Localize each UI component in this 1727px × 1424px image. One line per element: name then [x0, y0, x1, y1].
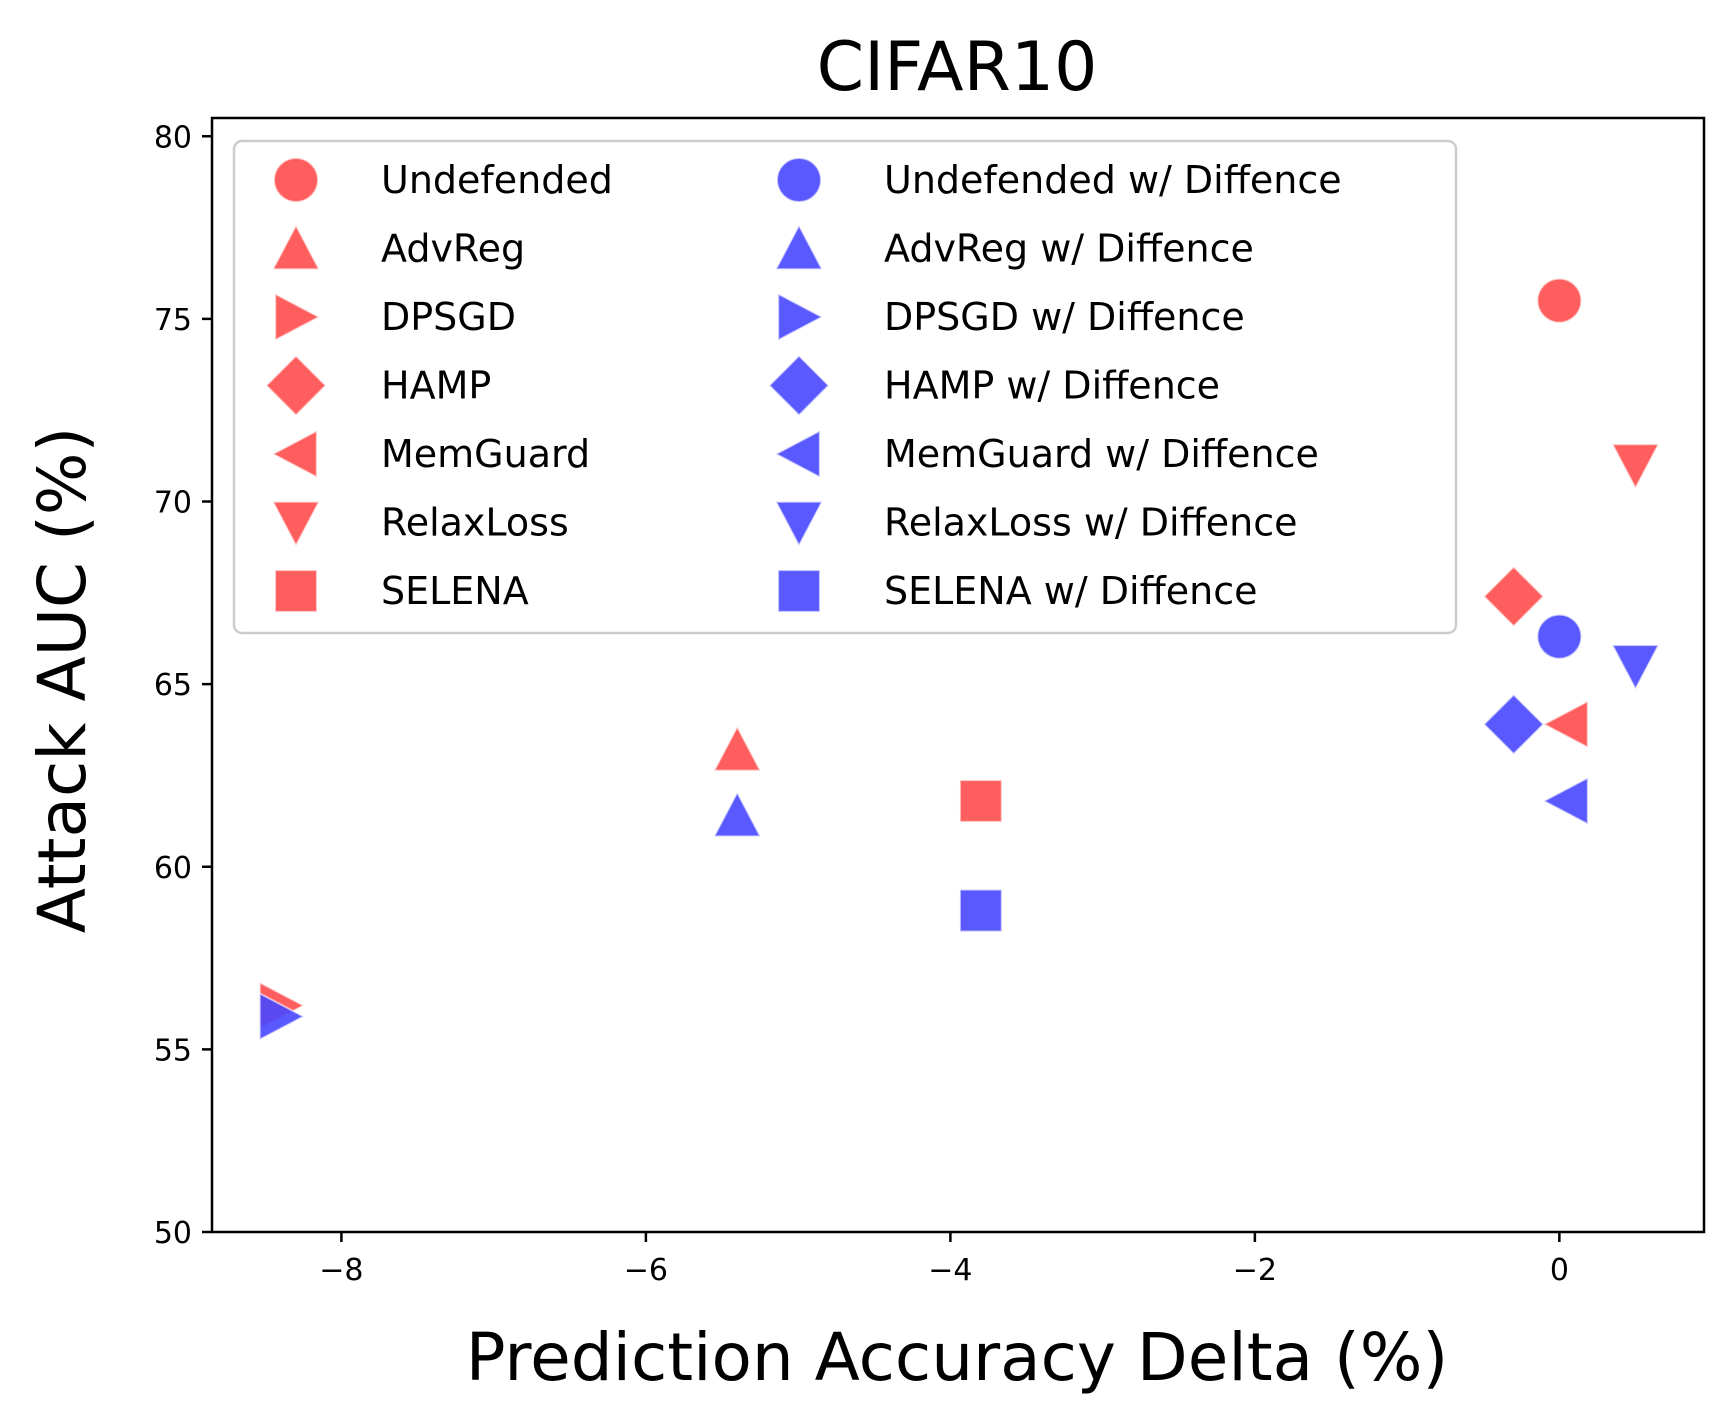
legend-label: RelaxLoss w/ Diffence: [884, 501, 1298, 545]
legend-label: DPSGD w/ Diffence: [884, 295, 1245, 339]
y-tick-label: 65: [154, 668, 192, 703]
data-point-relaxloss: [1610, 443, 1661, 491]
legend-marker: [264, 354, 328, 417]
legend-label: RelaxLoss: [381, 501, 569, 545]
data-point-hamp-w-diffence: [1482, 693, 1545, 756]
legend-label: MemGuard: [381, 432, 590, 476]
y-tick-label: 70: [154, 486, 192, 521]
legend-label: SELENA w/ Diffence: [884, 569, 1258, 613]
legend-label: Undefended w/ Diffence: [884, 158, 1342, 202]
legend-marker: [774, 500, 824, 548]
legend-label: DPSGD: [381, 295, 516, 339]
y-tick-label: 75: [154, 303, 192, 338]
x-tick-label: 0: [1550, 1253, 1569, 1288]
data-points-layer: [258, 277, 1661, 1042]
legend-marker: [271, 223, 321, 271]
x-axis-label: Prediction Accuracy Delta (%): [466, 1319, 1448, 1396]
x-tick-label: −2: [1233, 1253, 1277, 1288]
y-tick-label: 80: [154, 120, 192, 155]
data-point-memguard-w-diffence: [1541, 776, 1589, 826]
data-point-selena: [958, 779, 1003, 823]
data-point-hamp: [1482, 565, 1545, 628]
legend-marker: [777, 569, 821, 613]
legend-frame: [232, 139, 1458, 635]
data-point-undefended-w-diffence: [1536, 613, 1583, 660]
legend-label: AdvReg: [381, 227, 525, 271]
legend-label: HAMP: [381, 364, 491, 408]
y-axis-ticks: 50 55 60 65 70 75 80: [154, 120, 212, 1251]
legend: Undefended AdvReg DPSGD HAMP MemGuard RelaxLo…: [232, 139, 1458, 635]
y-tick-label: 60: [154, 851, 192, 886]
legend-label: AdvReg w/ Diffence: [884, 227, 1254, 271]
x-tick-label: −8: [319, 1253, 363, 1288]
legend-marker: [775, 157, 823, 203]
legend-label: Undefended: [381, 158, 613, 202]
x-tick-label: −6: [624, 1253, 668, 1288]
y-tick-label: 50: [154, 1216, 192, 1251]
data-point-selena-w-diffence: [958, 888, 1003, 933]
legend-label: HAMP w/ Diffence: [884, 364, 1220, 408]
legend-marker: [773, 429, 821, 479]
data-point-memguard: [1541, 699, 1589, 750]
legend-marker: [274, 292, 322, 342]
legend-marker: [774, 223, 824, 271]
chart-title: CIFAR10: [817, 28, 1098, 107]
legend-label: MemGuard w/ Diffence: [884, 432, 1319, 476]
y-tick-label: 55: [154, 1033, 192, 1068]
legend-marker: [271, 500, 321, 548]
legend-marker: [767, 354, 831, 417]
data-point-advreg-w-diffence: [712, 790, 763, 838]
data-point-undefended: [1536, 277, 1583, 324]
data-point-advreg: [712, 724, 763, 772]
plot-area-frame: [210, 116, 1706, 1234]
legend-label: SELENA: [381, 569, 529, 613]
data-point-relaxloss-w-diffence: [1610, 644, 1661, 692]
legend-marker: [274, 569, 318, 613]
legend-marker: [272, 157, 320, 203]
y-axis-label: Attack AUC (%): [24, 427, 101, 933]
x-tick-label: −4: [928, 1253, 972, 1288]
legend-marker: [270, 429, 318, 479]
data-point-dpsgd-w-diffence: [258, 991, 306, 1042]
legend-marker: [777, 292, 825, 342]
x-axis-ticks: −8 −6 −4 −2 0: [319, 1232, 1569, 1288]
